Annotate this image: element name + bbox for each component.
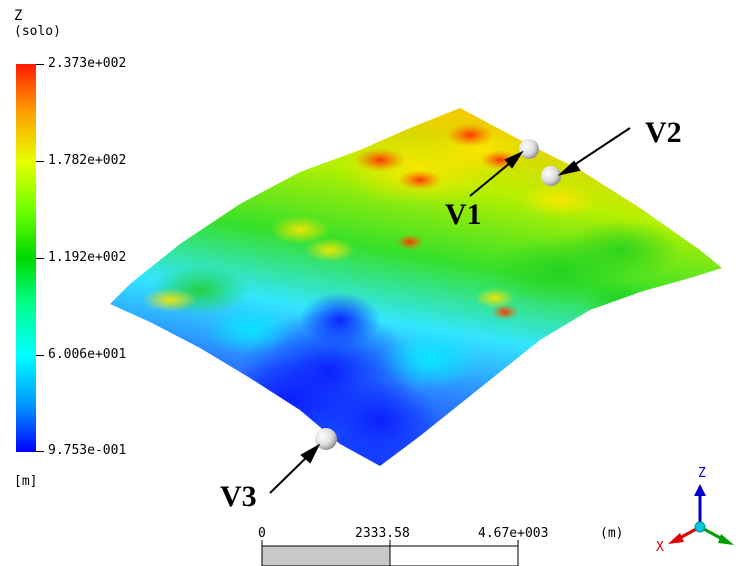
- arrow-head-icon: [504, 150, 524, 169]
- legend-tick: [36, 451, 44, 452]
- triad-z-label: Z: [698, 466, 706, 481]
- terrain-surface: [110, 108, 722, 466]
- colorbar: [16, 64, 36, 452]
- marker-v1-arrow: [469, 157, 517, 197]
- marker-v3-sphere[interactable]: [315, 428, 337, 450]
- legend-subtitle: (solo): [14, 24, 61, 39]
- legend-tick-label: 9.753e-001: [48, 443, 127, 458]
- scale-mid-label: 2333.58: [355, 526, 410, 541]
- legend-tick-label: 1.192e+002: [48, 250, 127, 265]
- marker-v1-sphere[interactable]: [519, 139, 539, 159]
- legend-tick: [36, 64, 44, 65]
- legend-unit: [m]: [14, 474, 38, 489]
- legend-tick: [36, 161, 44, 162]
- marker-v3-label: V3: [220, 480, 257, 513]
- marker-v2-arrow: [567, 127, 631, 170]
- arrow-head-icon: [300, 443, 321, 464]
- scale-start-label: 0: [258, 526, 266, 541]
- scale-unit-label: (m): [600, 526, 624, 541]
- legend-tick: [36, 258, 44, 259]
- axis-triad-icon[interactable]: [668, 484, 734, 545]
- marker-v2-sphere[interactable]: [541, 166, 561, 186]
- legend-tick-label: 6.006e+001: [48, 347, 127, 362]
- legend-tick: [36, 355, 44, 356]
- scale-bar: [261, 540, 519, 566]
- legend-tick-label: 1.782e+002: [48, 153, 127, 168]
- marker-v2-label: V2: [645, 116, 682, 149]
- triad-x-label: X: [656, 540, 664, 555]
- marker-v1-label: V1: [445, 198, 482, 231]
- legend-tick-label: 2.373e+002: [48, 56, 127, 71]
- legend-title: Z: [14, 8, 23, 24]
- arrow-head-icon: [557, 160, 581, 176]
- scale-end-label: 4.67e+003: [478, 526, 549, 541]
